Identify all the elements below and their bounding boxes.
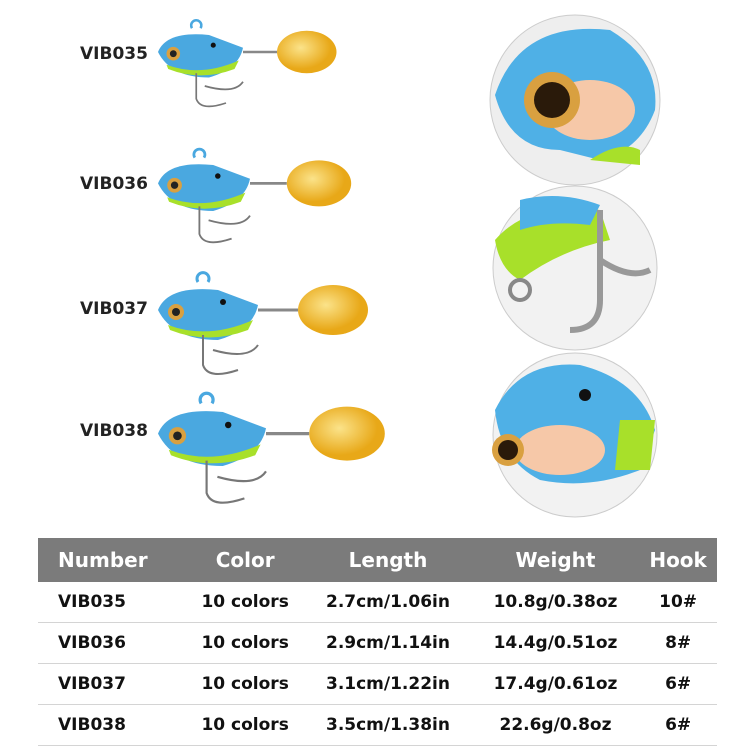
table-cell: 3.5cm/1.38in [304,704,472,746]
table-row: VIB035 10 colors 2.7cm/1.06in 10.8g/0.38oz 1… [38,582,717,623]
table-cell: 10# [639,582,717,623]
lure [158,147,352,244]
detail-circle-eye [489,14,661,186]
lure [158,271,368,375]
table-cell: 14.4g/0.51oz [471,622,640,664]
table-cell: 10 colors [186,663,305,705]
table-cell: 22.6g/0.8oz [471,704,640,746]
table-row: VIB038 10 colors 3.5cm/1.38in 22.6g/0.8oz 6# [38,704,717,746]
table-row: VIB037 10 colors 3.1cm/1.22in 17.4g/0.61oz 6… [38,663,717,705]
table-cell: 6# [639,704,717,746]
table-cell: 6# [639,663,717,705]
lure-label: VIB038 [80,421,148,441]
lure-label: VIB037 [80,299,148,319]
lure-label: VIB036 [80,174,148,194]
table-cell: VIB035 [38,582,187,623]
table-cell: VIB036 [38,622,187,664]
column-header: Length [304,538,472,582]
table-cell: 17.4g/0.61oz [471,663,640,705]
table-cell: 10 colors [186,582,305,623]
table-cell: 2.9cm/1.14in [304,622,472,664]
lure-label: VIB035 [80,44,148,64]
table-cell: 3.1cm/1.22in [304,663,472,705]
spec-table: Number Color Length Weight Hook VIB035 10 col… [38,538,717,746]
column-header: Hook [639,538,717,582]
lure [158,19,337,108]
lure [158,391,385,504]
column-header: Number [38,538,187,582]
table-cell: 2.7cm/1.06in [304,582,472,623]
table-cell: 10.8g/0.38oz [471,582,640,623]
table-cell: 10 colors [186,622,305,664]
table-cell: VIB038 [38,704,187,746]
table-row: VIB036 10 colors 2.9cm/1.14in 14.4g/0.51oz 8… [38,622,717,664]
table-cell: VIB037 [38,663,187,705]
detail-circle-belly [492,352,658,518]
detail-circle-hook [492,185,658,351]
column-header: Color [186,538,305,582]
lure-illustrations [158,14,661,518]
table-cell: 10 colors [186,704,305,746]
column-header: Weight [471,538,640,582]
table-cell: 8# [639,622,717,664]
